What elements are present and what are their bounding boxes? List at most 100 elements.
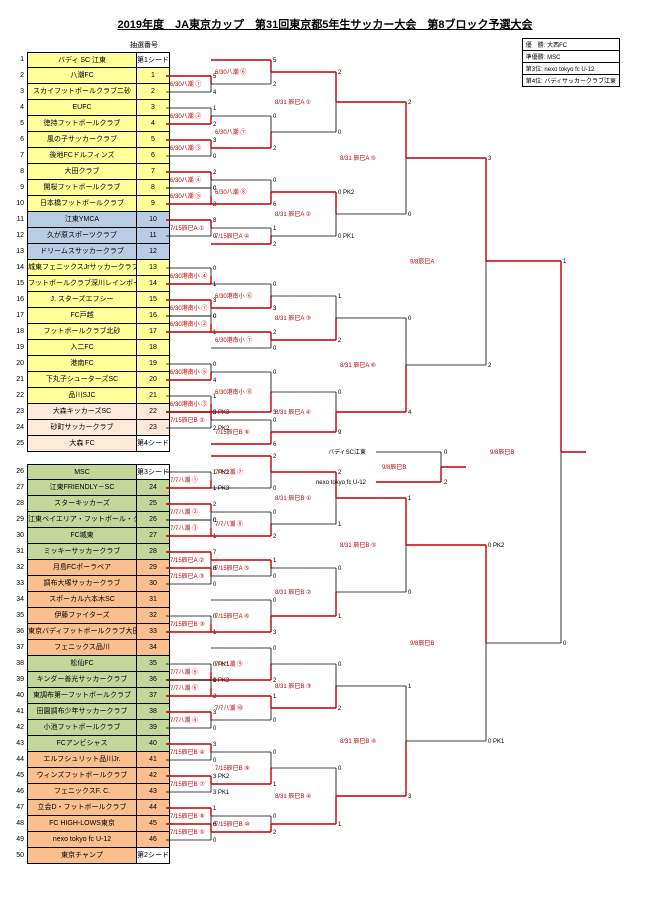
svg-text:0: 0	[273, 486, 277, 492]
svg-text:7/15辰巳B ⑩: 7/15辰巳B ⑩	[215, 821, 250, 828]
team-number: 22	[12, 388, 27, 404]
svg-text:0 PK2: 0 PK2	[488, 543, 505, 549]
team-number: 3	[12, 84, 27, 100]
svg-text:7/7八潮 ⑦: 7/7八潮 ⑦	[215, 468, 243, 476]
svg-text:6/30八潮 ②: 6/30八潮 ②	[170, 112, 201, 120]
team-row: 49nexo tokyo fc U-1246	[12, 832, 170, 848]
team-name: スポーカル六本木SC	[27, 592, 137, 608]
team-name: 八潮FC	[27, 68, 137, 84]
team-name: 下丸子シューターズSC	[27, 372, 137, 388]
team-row: 21下丸子シューターズSC20	[12, 372, 170, 388]
svg-text:6/30港南小 ②: 6/30港南小 ②	[170, 320, 207, 328]
team-number: 25	[12, 436, 27, 452]
svg-text:0 PK1: 0 PK1	[338, 234, 355, 240]
svg-text:4: 4	[213, 90, 217, 96]
team-number: 38	[12, 656, 27, 672]
team-name: MSC	[27, 464, 137, 480]
svg-text:2: 2	[273, 454, 277, 460]
team-number: 50	[12, 848, 27, 864]
svg-text:7/7八潮 ④: 7/7八潮 ④	[170, 716, 198, 724]
team-name: 東調布第一フットボールクラブ	[27, 688, 137, 704]
team-row: 8大田クラブ7	[12, 164, 170, 180]
team-row: 38松仙FC35	[12, 656, 170, 672]
team-name: フットボールクラブ深川レインボーズ	[27, 276, 137, 292]
team-number: 34	[12, 592, 27, 608]
team-row: 30FC城東27	[12, 528, 170, 544]
svg-text:1: 1	[338, 822, 342, 828]
svg-text:0: 0	[273, 114, 277, 120]
team-name: 立会D・フットボールクラブ	[27, 800, 137, 816]
team-name: 東京バディフットボールクラブ大田U－12	[27, 624, 137, 640]
team-name: EUFC	[27, 100, 137, 116]
team-row: 19入二FC18	[12, 340, 170, 356]
svg-text:0: 0	[213, 266, 217, 272]
svg-text:0: 0	[213, 838, 217, 844]
svg-text:0: 0	[444, 450, 448, 456]
team-row: 37フェニックス品川34	[12, 640, 170, 656]
svg-text:3: 3	[273, 630, 277, 636]
svg-text:8: 8	[213, 218, 217, 224]
svg-text:6/30八潮 ⑦: 6/30八潮 ⑦	[215, 128, 246, 136]
team-number: 43	[12, 736, 27, 752]
svg-text:2: 2	[273, 82, 277, 88]
svg-text:5: 5	[273, 58, 277, 64]
team-row: 27江東FRIENDLY－SC24	[12, 480, 170, 496]
team-row: 24砂町サッカークラブ23	[12, 420, 170, 436]
svg-text:7/7八潮 ⑥: 7/7八潮 ⑥	[170, 684, 198, 692]
team-number: 14	[12, 260, 27, 276]
team-number: 27	[12, 480, 27, 496]
team-row: 47立会D・フットボールクラブ44	[12, 800, 170, 816]
team-number: 48	[12, 816, 27, 832]
svg-text:0: 0	[213, 726, 217, 732]
svg-text:8/31 辰巳B ⑥: 8/31 辰巳B ⑥	[340, 738, 376, 745]
svg-text:7/7八潮 ①: 7/7八潮 ①	[170, 476, 198, 484]
team-row: 9開桜フットボールクラブ8	[12, 180, 170, 196]
svg-text:2: 2	[408, 100, 412, 106]
svg-text:7/15辰巳A ⑤: 7/15辰巳A ⑤	[215, 565, 249, 572]
team-name: FC HIGH-LOWS東京	[27, 816, 137, 832]
svg-text:3 PK1: 3 PK1	[213, 790, 230, 796]
svg-text:7: 7	[213, 550, 217, 556]
svg-text:2: 2	[213, 170, 217, 176]
svg-text:1: 1	[213, 282, 217, 288]
team-number: 36	[12, 624, 27, 640]
team-name: 調布大塚サッカークラブ	[27, 576, 137, 592]
svg-text:7/15辰巳B ②: 7/15辰巳B ②	[170, 417, 205, 424]
svg-text:8/31 辰巳B ③: 8/31 辰巳B ③	[275, 683, 311, 690]
svg-text:1: 1	[273, 694, 277, 700]
svg-text:2: 2	[488, 363, 492, 369]
team-row: 29江東ベイエリア・フットボール・クラブ26	[12, 512, 170, 528]
svg-text:0: 0	[338, 566, 342, 572]
team-row: 2八潮FC1	[12, 68, 170, 84]
svg-text:7/15辰巳B ⑨: 7/15辰巳B ⑨	[215, 765, 250, 772]
team-row: 4EUFC3	[12, 100, 170, 116]
svg-text:8/31 辰巳B ①: 8/31 辰巳B ①	[275, 495, 311, 502]
team-row: 6風の子サッカークラブ5	[12, 132, 170, 148]
svg-text:1: 1	[338, 614, 342, 620]
svg-text:0: 0	[273, 750, 277, 756]
team-row: 11江東YMCA10	[12, 212, 170, 228]
team-name: キンダー善光サッカークラブ	[27, 672, 137, 688]
svg-text:8/31 辰巳A ②: 8/31 辰巳A ②	[275, 211, 311, 218]
svg-text:8/31 辰巳A ⑥: 8/31 辰巳A ⑥	[340, 362, 376, 369]
team-name: 大森 FC	[27, 436, 137, 452]
team-row: 14城東フェニックスJrサッカークラブ13	[12, 260, 170, 276]
team-name: 砂町サッカークラブ	[27, 420, 137, 436]
team-name: 松仙FC	[27, 656, 137, 672]
svg-text:7/7八潮 ⑤: 7/7八潮 ⑤	[170, 668, 198, 676]
svg-text:1 PK3: 1 PK3	[213, 486, 230, 492]
svg-text:0: 0	[273, 510, 277, 516]
team-number: 10	[12, 196, 27, 212]
team-number: 9	[12, 180, 27, 196]
team-name: ドリームスサッカークラブ	[27, 244, 137, 260]
svg-text:2: 2	[338, 338, 342, 344]
svg-text:1: 1	[273, 782, 277, 788]
team-name: フェニックスF. C.	[27, 784, 137, 800]
team-row: 7後地FCドルフィンズ6	[12, 148, 170, 164]
svg-text:7/7八潮 ⑧: 7/7八潮 ⑧	[215, 520, 243, 528]
svg-text:6/30港南小 ⑦: 6/30港南小 ⑦	[215, 336, 252, 344]
svg-text:0: 0	[408, 316, 412, 322]
svg-text:3: 3	[273, 306, 277, 312]
svg-text:0: 0	[273, 418, 277, 424]
team-number: 12	[12, 228, 27, 244]
